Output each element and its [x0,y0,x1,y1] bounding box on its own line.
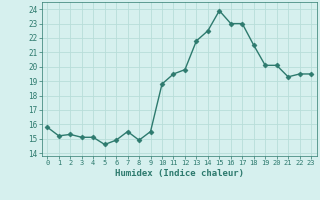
X-axis label: Humidex (Indice chaleur): Humidex (Indice chaleur) [115,169,244,178]
